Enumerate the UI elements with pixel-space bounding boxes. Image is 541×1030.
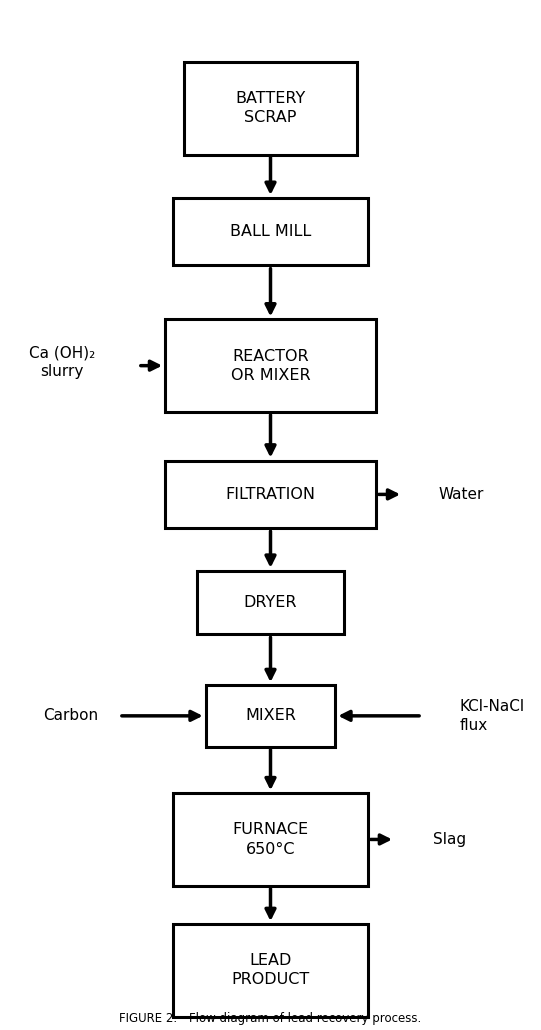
Text: BATTERY
SCRAP: BATTERY SCRAP (235, 91, 306, 126)
Text: FURNACE
650°C: FURNACE 650°C (233, 822, 308, 857)
FancyBboxPatch shape (173, 198, 368, 265)
Text: REACTOR
OR MIXER: REACTOR OR MIXER (230, 348, 311, 383)
Text: DRYER: DRYER (244, 595, 297, 610)
FancyBboxPatch shape (165, 319, 376, 412)
FancyBboxPatch shape (173, 924, 368, 1017)
Text: KCl-NaCl
flux: KCl-NaCl flux (460, 699, 525, 732)
FancyBboxPatch shape (184, 62, 357, 154)
Text: FIGURE 2. - Flow diagram of lead recovery process.: FIGURE 2. - Flow diagram of lead recover… (120, 1011, 421, 1025)
FancyBboxPatch shape (206, 685, 335, 747)
Text: Water: Water (438, 487, 484, 502)
Text: Ca (OH)₂
slurry: Ca (OH)₂ slurry (29, 346, 95, 379)
FancyBboxPatch shape (197, 571, 344, 634)
FancyBboxPatch shape (165, 461, 376, 527)
Text: Carbon: Carbon (43, 709, 98, 723)
Text: MIXER: MIXER (245, 709, 296, 723)
Text: BALL MILL: BALL MILL (230, 225, 311, 239)
Text: Slag: Slag (433, 832, 466, 847)
Text: FILTRATION: FILTRATION (226, 487, 315, 502)
FancyBboxPatch shape (173, 793, 368, 886)
Text: LEAD
PRODUCT: LEAD PRODUCT (232, 953, 309, 988)
